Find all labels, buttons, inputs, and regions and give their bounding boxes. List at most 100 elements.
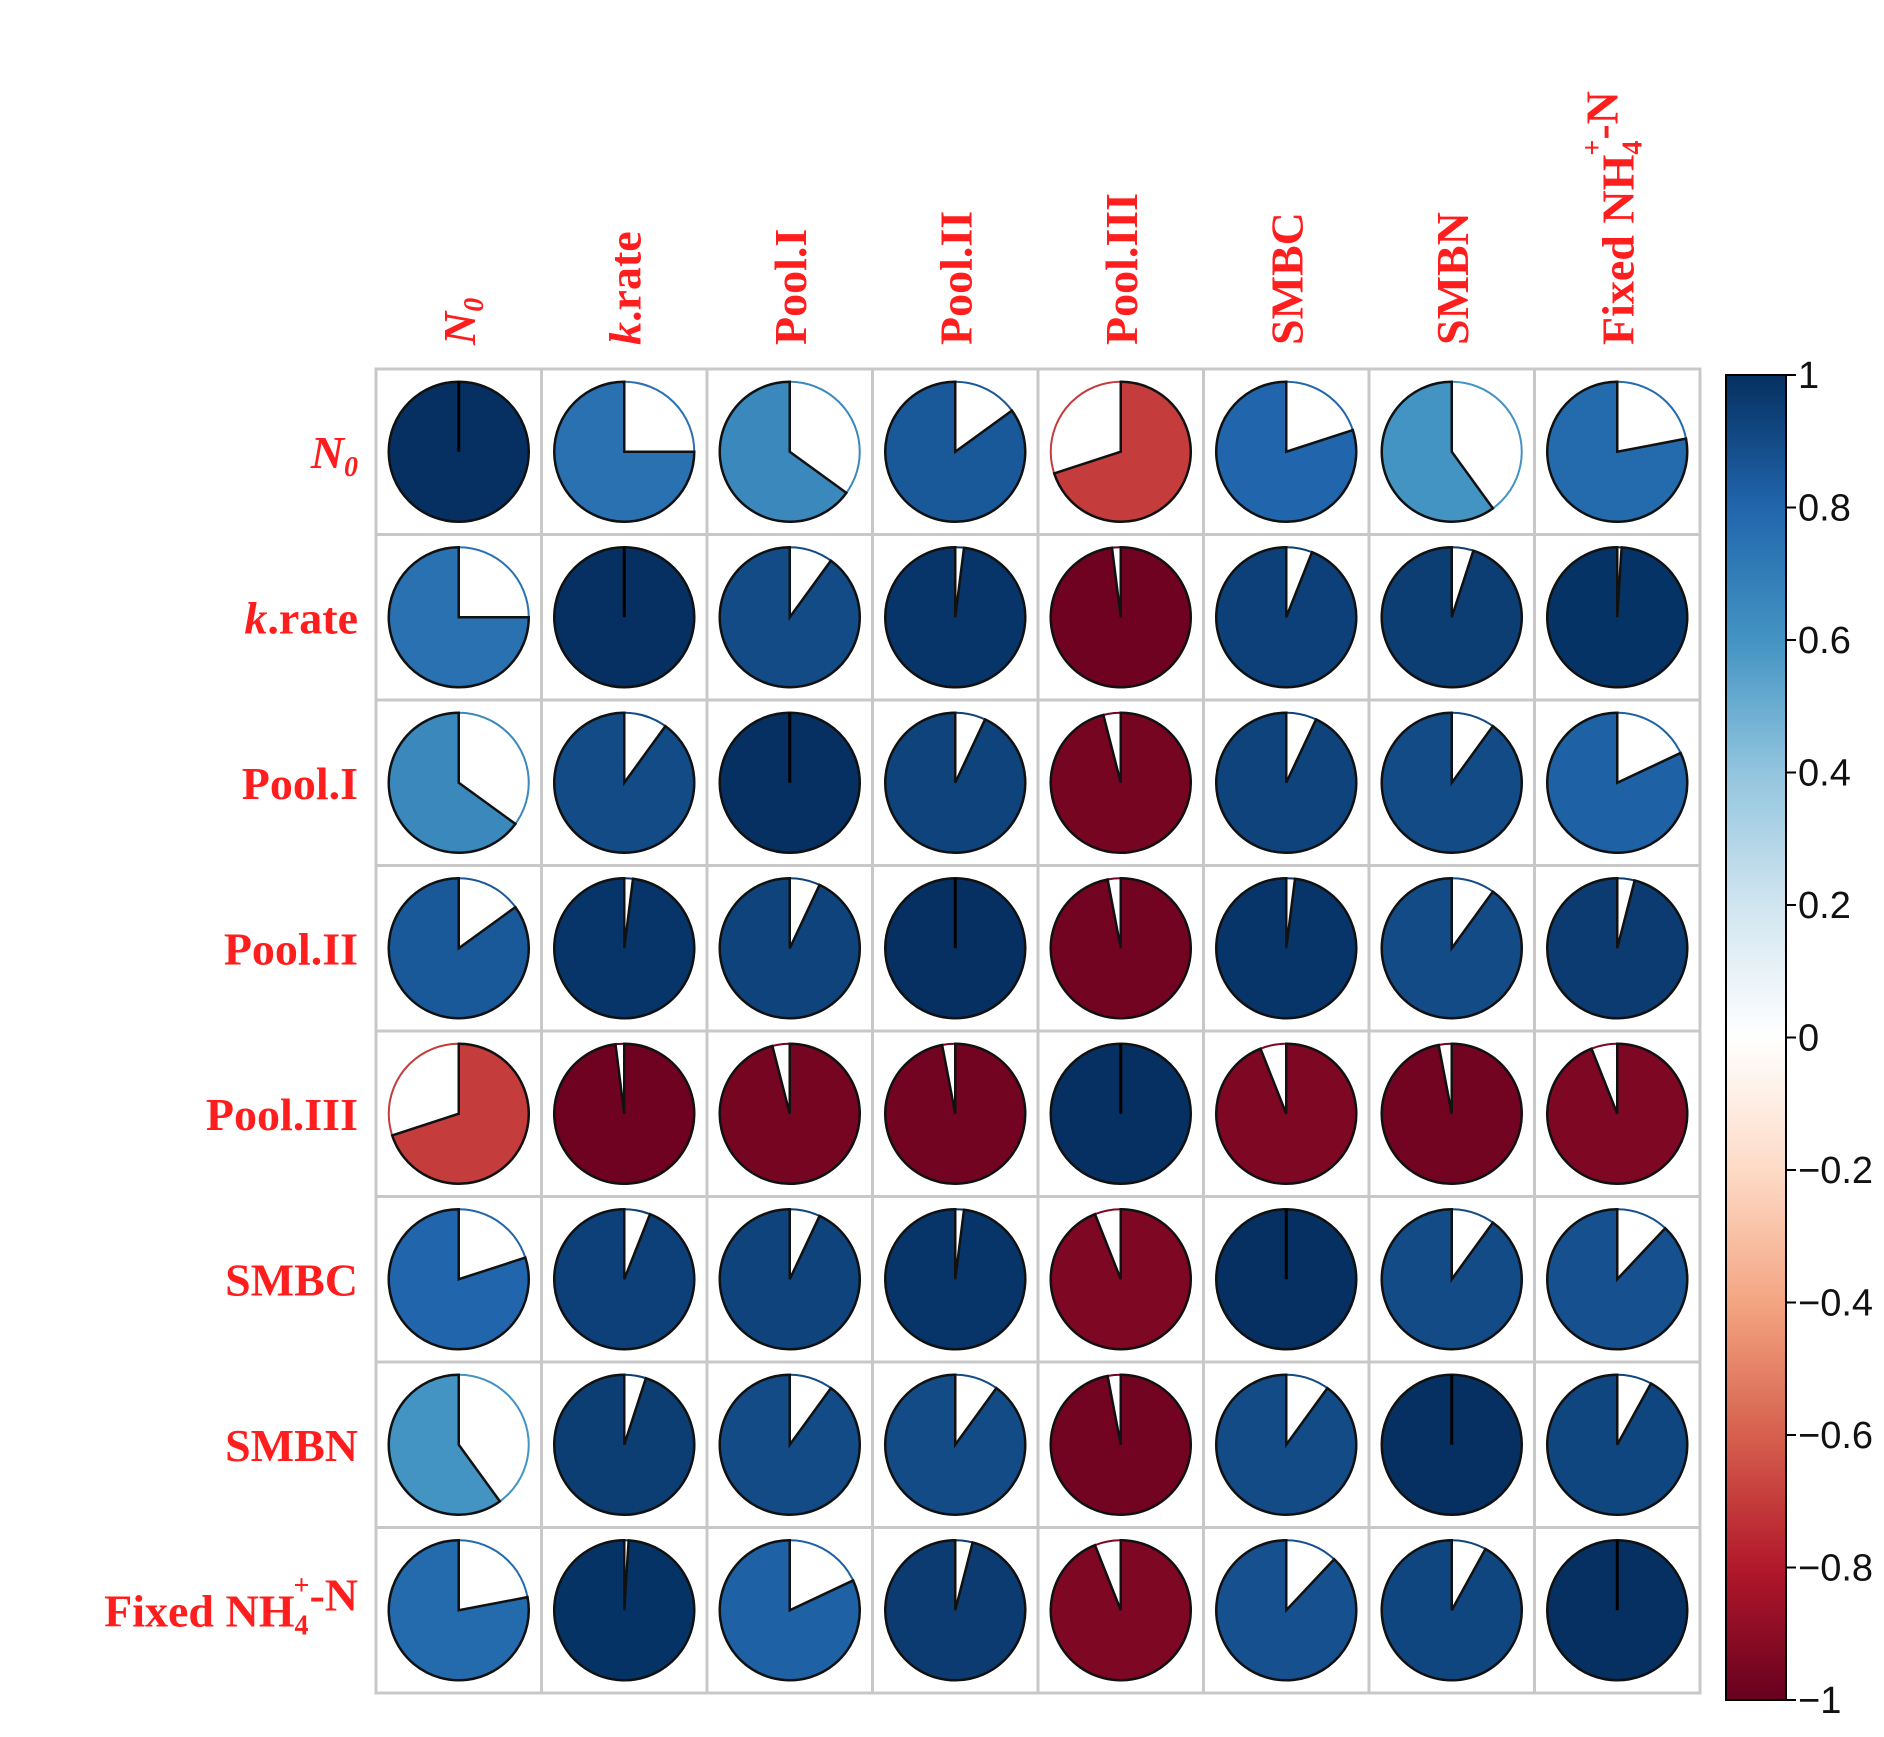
colorbar-tick-label: 0: [1798, 1018, 1819, 1060]
colorbar-tick-label: 0.8: [1798, 488, 1851, 530]
row-label: Pool.II: [224, 923, 358, 974]
pie-wedge: [1380, 876, 1523, 1020]
pie-cell: [705, 1029, 874, 1198]
pie-wedge: [718, 876, 861, 1020]
pie-wedge: [1049, 1207, 1193, 1351]
pie-wedge: [1380, 1538, 1523, 1682]
pie-cell: [1202, 367, 1371, 536]
pie-cell: [1533, 698, 1702, 867]
pie-wedge: [1215, 711, 1358, 854]
pie-wedge: [718, 380, 849, 523]
pie-cell: [1533, 1195, 1702, 1364]
pie-wedge: [1546, 711, 1689, 854]
pie-cell: [1036, 1195, 1205, 1364]
label-subscript: 0: [459, 298, 490, 312]
pie-cell: [540, 698, 709, 867]
pie-cell: [1036, 864, 1205, 1033]
pie-wedge: [718, 1207, 861, 1351]
pie-wedge: [884, 1373, 1027, 1516]
colorbar-bar: [1725, 374, 1787, 1701]
label-main: SMBC: [1261, 212, 1312, 345]
pie-wedge: [553, 1042, 696, 1185]
column-labels: N0 k.rate Pool.I Pool.II Pool.III SMBC SMBN Fix…: [434, 91, 1649, 346]
pie-wedge: [1545, 545, 1689, 689]
pie-wedge: [1380, 380, 1495, 523]
pie-cell: [1202, 698, 1371, 867]
pie-wedge: [884, 545, 1027, 689]
pie-wedge: [387, 1538, 530, 1682]
label-main: Fixed NH: [1592, 154, 1643, 345]
label-main: k: [599, 322, 650, 345]
label-main: Pool.III: [206, 1089, 358, 1140]
pie-cell: [871, 1029, 1040, 1198]
pie-wedge: [718, 1042, 861, 1185]
colorbar: 1 0.8 0.6 0.4 0.2 0 −0.2 −0.4 −0.6 −0.8 −1: [1725, 355, 1873, 1722]
pie-wedge: [1546, 876, 1689, 1020]
column-label: Pool.III: [1096, 193, 1147, 345]
pie-wedge: [387, 545, 531, 689]
label-subscript: 0: [344, 452, 358, 483]
pie-wedge: [387, 711, 518, 854]
pie-cell: [1367, 533, 1536, 702]
pie-cell: [1367, 1360, 1536, 1529]
pie-wedge: [552, 1207, 696, 1351]
pie-cell: [540, 533, 709, 702]
pie-cell: [1367, 1029, 1536, 1198]
label-main: SMBN: [225, 1420, 358, 1471]
pie-wedge: [387, 1373, 502, 1516]
label-suffix: -N: [309, 1569, 358, 1620]
row-label: SMBN: [225, 1420, 358, 1471]
pie-cell: [374, 1360, 543, 1529]
colorbar-tick-label: −0.4: [1798, 1283, 1873, 1325]
pie-cell: [1533, 1360, 1702, 1529]
pie-cell: [1367, 698, 1536, 867]
pie-wedge: [1545, 1373, 1689, 1516]
pie-cell: [1036, 367, 1205, 536]
label-superscript: +: [1577, 140, 1608, 156]
pie-wedge: [718, 1373, 861, 1516]
colorbar-tick-label: 0.4: [1798, 753, 1851, 795]
pie-cell: [540, 1360, 709, 1529]
label-main: SMBC: [225, 1254, 358, 1305]
pie-cell: [871, 1195, 1040, 1364]
row-label: SMBC: [225, 1254, 358, 1305]
pie-wedge: [1380, 545, 1523, 689]
correlation-grid: [374, 367, 1702, 1695]
pie-cell: [374, 1195, 543, 1364]
pie-cell: [1202, 1029, 1371, 1198]
pie-cell: [1202, 1526, 1371, 1695]
label-suffix: .rate: [599, 231, 650, 322]
pie-wedge: [718, 1538, 861, 1682]
label-main: N: [434, 310, 485, 346]
pie-cell: [374, 698, 543, 867]
pie-cell: [1367, 367, 1536, 536]
colorbar-tick-label: 0.6: [1798, 620, 1851, 662]
pie-wedge: [1215, 1373, 1358, 1516]
pie-cell: [871, 864, 1040, 1033]
label-main: N: [310, 427, 346, 478]
label-main: Fixed NH: [104, 1585, 295, 1636]
pie-cell: [540, 1029, 709, 1198]
pie-wedge: [1049, 545, 1192, 689]
colorbar-tick-label: −1: [1798, 1680, 1841, 1722]
colorbar-tick-label: −0.8: [1798, 1548, 1873, 1590]
pie-wedge: [553, 711, 696, 854]
pie-wedge: [718, 545, 861, 689]
pie-wedge: [553, 876, 696, 1020]
pie-wedge: [1214, 545, 1358, 689]
label-main: SMBN: [1427, 212, 1478, 345]
pie-cell: [1533, 367, 1702, 536]
pie-wedge: [1546, 380, 1689, 523]
label-superscript: +: [293, 1570, 309, 1601]
pie-cell: [1533, 864, 1702, 1033]
pie-wedge: [884, 711, 1027, 854]
pie-cell: [374, 367, 543, 536]
pie-cell: [1533, 1526, 1702, 1695]
pie-cell: [705, 1195, 874, 1364]
pie-wedge: [1546, 1042, 1689, 1185]
pie-cell: [705, 1526, 874, 1695]
label-subscript: 4: [1618, 141, 1649, 155]
pie-cell: [1036, 1360, 1205, 1529]
pie-cell: [705, 698, 874, 867]
pie-wedge: [553, 380, 696, 523]
